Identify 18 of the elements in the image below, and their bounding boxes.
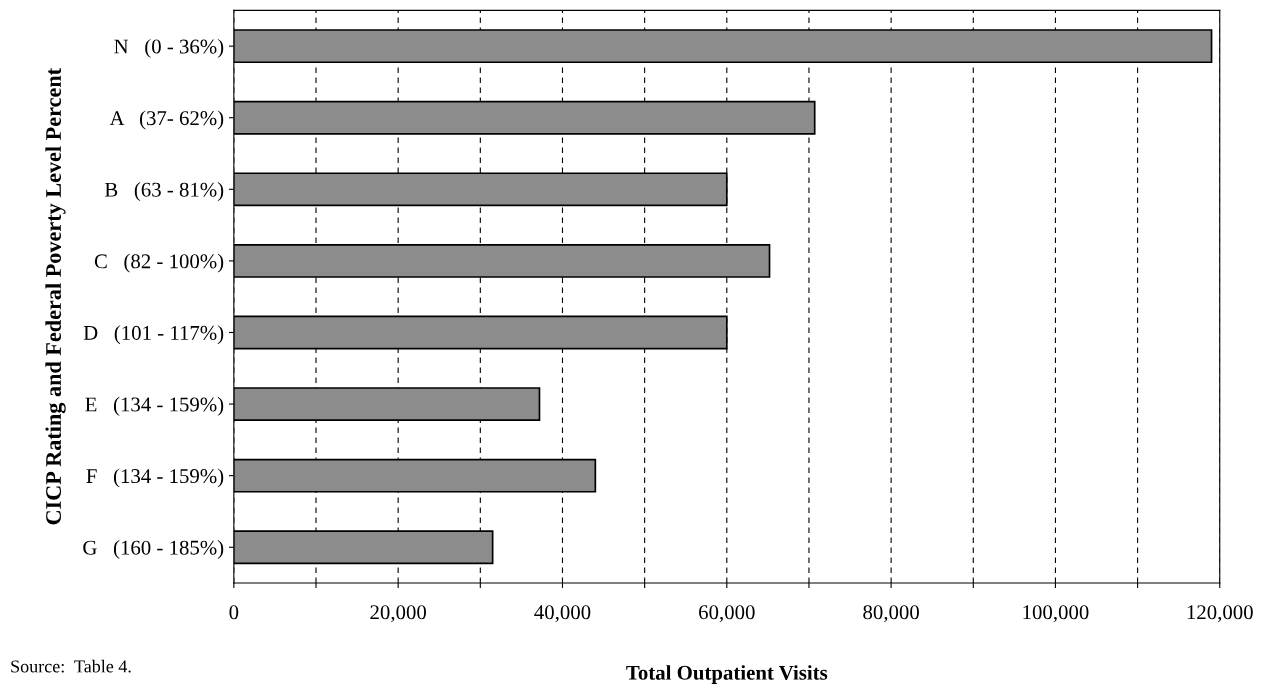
x-tick-label: 40,000	[534, 605, 591, 623]
x-tick-label: 120,000	[1187, 605, 1253, 623]
y-tick-label: D (101 - 117%)	[83, 325, 224, 345]
x-axis-title: Total Outpatient Visits	[626, 665, 828, 685]
x-tick-label: 60,000	[699, 605, 755, 623]
source-note: Source: Table 4.	[11, 659, 131, 673]
y-tick-label: A (37- 62%)	[109, 110, 224, 130]
x-tick-label: 0	[229, 605, 239, 620]
x-tick-label: 100,000	[1023, 605, 1089, 623]
y-axis-title: CICP Rating and Federal Poverty Level Percent	[45, 68, 66, 525]
y-tick-label: F (134 - 159%)	[86, 468, 224, 488]
x-tick-label: 20,000	[370, 605, 427, 623]
y-tick-label: E (134 - 159%)	[85, 396, 224, 416]
y-tick-label: B (63 - 81%)	[104, 182, 224, 201]
y-tick-label: N (0 - 36%)	[114, 38, 224, 58]
x-tick-label: 80,000	[863, 605, 919, 623]
y-tick-label: G (160 - 185%)	[83, 540, 224, 559]
y-tick-label: C (82 - 100%)	[94, 253, 224, 273]
